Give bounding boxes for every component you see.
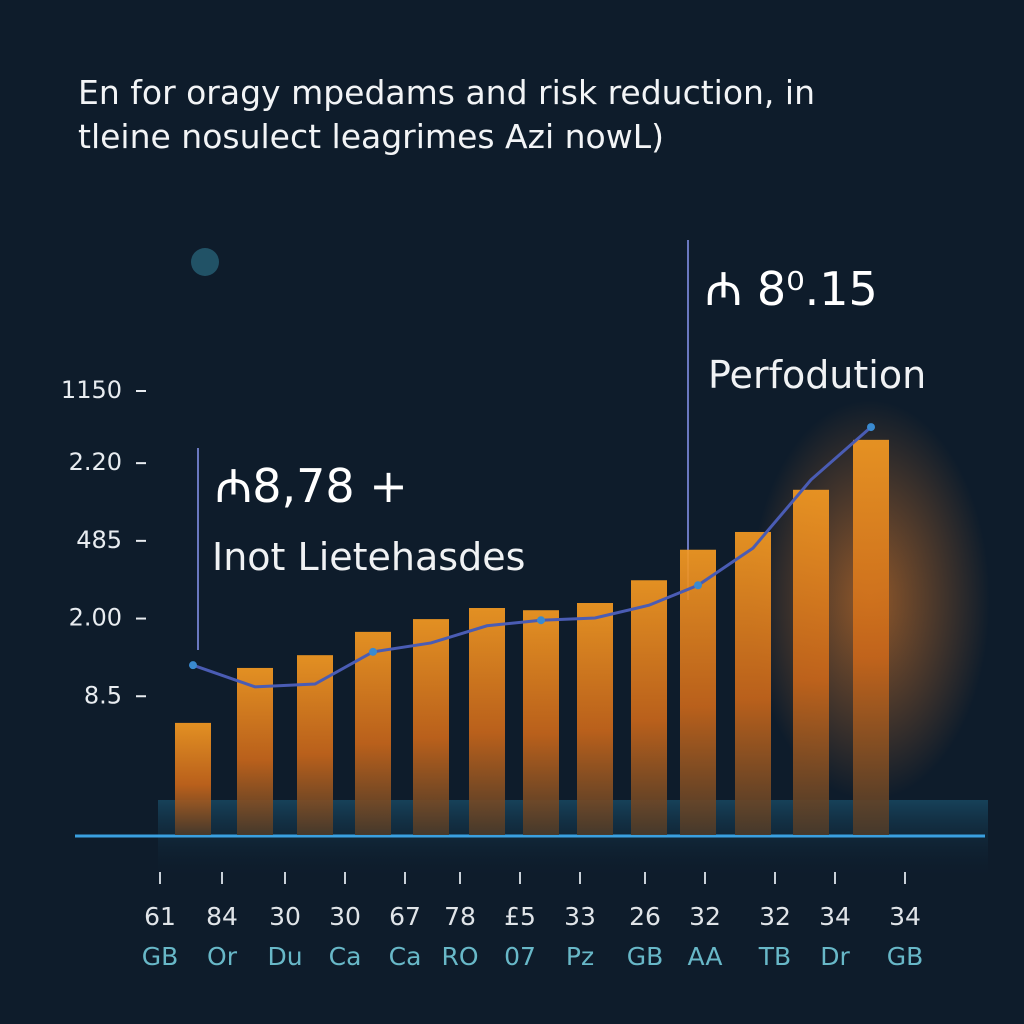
x-tick-label: 32 <box>689 902 721 931</box>
x-tick-code: GB <box>627 942 664 971</box>
floor <box>158 800 988 880</box>
bar <box>631 580 667 835</box>
x-tick-code: GB <box>887 942 924 971</box>
bar <box>853 439 889 835</box>
x-tick-code: Pz <box>566 942 594 971</box>
x-tick-label: 32 <box>759 902 791 931</box>
line-point <box>369 647 377 656</box>
decor-glow <box>191 248 219 276</box>
bar <box>237 667 273 835</box>
annotation-text: Perfodution <box>708 353 926 397</box>
x-tick-label: 34 <box>889 902 921 931</box>
x-tick-code: Dr <box>820 942 850 971</box>
bar <box>297 655 333 835</box>
y-tick-label: 485 <box>76 526 122 554</box>
bar <box>577 603 613 835</box>
annotation-text: Inot Lietehasdes <box>212 535 525 579</box>
x-tick-code: Ca <box>329 942 362 971</box>
y-tick-label: 2.20 <box>69 448 122 476</box>
x-tick-label: 84 <box>206 902 238 931</box>
bar <box>355 631 391 835</box>
annotation-value: ₼8,78 + <box>215 459 408 513</box>
x-tick-code: TB <box>758 942 791 971</box>
chart-title: En for oragy mpedams and risk reduction,… <box>78 73 815 112</box>
bar <box>523 610 559 835</box>
bar <box>793 489 829 835</box>
y-tick-label: 1150 <box>61 376 122 404</box>
chart-title: tleine nosulect leagrimes Azi nowL) <box>78 117 664 156</box>
bar <box>413 619 449 835</box>
annotation-value: ₼ 8⁰.15 <box>705 262 878 316</box>
x-tick-code: AA <box>688 942 723 971</box>
x-tick-label: 78 <box>444 902 476 931</box>
x-tick-label: 67 <box>389 902 421 931</box>
x-tick-label: 30 <box>329 902 361 931</box>
line-point <box>189 661 197 670</box>
x-tick-code: Ca <box>389 942 422 971</box>
y-tick-label: 8.5 <box>84 681 122 709</box>
x-tick-code: 07 <box>504 942 536 971</box>
x-tick-label: 26 <box>629 902 661 931</box>
x-tick-code: Or <box>207 942 238 971</box>
line-point <box>867 423 875 432</box>
x-tick-code: GB <box>142 942 179 971</box>
x-tick-label: 33 <box>564 902 596 931</box>
bar <box>175 722 211 835</box>
bar <box>735 531 771 835</box>
x-tick-label: £5 <box>504 902 536 931</box>
x-tick-label: 34 <box>819 902 851 931</box>
x-tick-label: 30 <box>269 902 301 931</box>
y-tick-label: 2.00 <box>69 604 122 632</box>
line-point <box>694 581 702 590</box>
bar <box>680 549 716 835</box>
x-tick-code: RO <box>441 942 478 971</box>
x-tick-label: 61 <box>144 902 176 931</box>
bar <box>469 608 505 835</box>
x-tick-code: Du <box>267 942 302 971</box>
line-point <box>537 616 545 625</box>
